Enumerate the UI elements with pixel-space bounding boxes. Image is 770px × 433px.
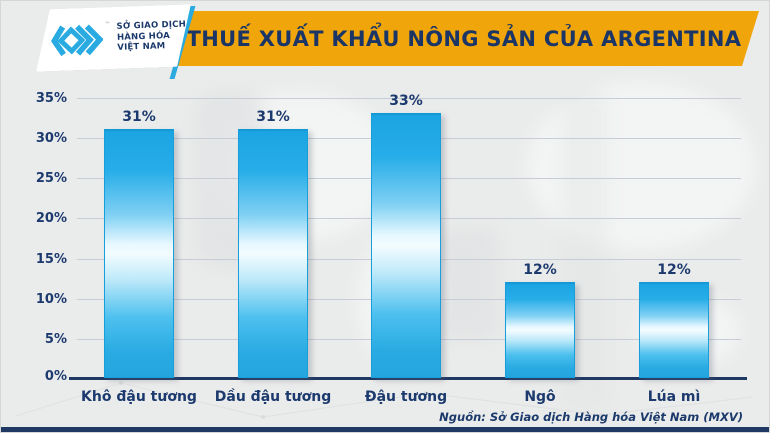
bar-group-dau-tuong: 33% — [371, 94, 441, 378]
bar-group-lua-mi: 12% — [639, 263, 709, 378]
y-axis-tick-5: 5% — [44, 332, 67, 347]
gridline-35 — [77, 98, 741, 99]
source-attribution: Nguồn: Sở Giao dịch Hàng hóa Việt Nam (M… — [439, 410, 743, 424]
x-axis-labels: Khô đậu tương Dầu đậu tương Đậu tương Ng… — [1, 389, 769, 411]
x-label-dau-tuong: Đậu tương — [364, 389, 448, 405]
bar-value-label: 33% — [389, 93, 423, 110]
x-label-lua-mi: Lúa mì — [647, 389, 701, 405]
x-axis-baseline — [69, 377, 747, 380]
bar-chart-plot-area: 35% 30% 25% 20% 15% 10% 5% 0% 31% 31% 33… — [36, 92, 747, 383]
x-label-dau-dau-tuong: Dầu đậu tương — [214, 389, 332, 405]
bar-value-label: 31% — [122, 109, 156, 126]
bar-value-label: 12% — [523, 261, 557, 278]
title-banner: THUẾ XUẤT KHẨU NÔNG SẢN CỦA ARGENTINA — [139, 11, 759, 66]
x-label-ngo: Ngô — [524, 389, 556, 405]
bar-lua-mi — [639, 281, 709, 378]
y-axis-tick-10: 10% — [35, 292, 67, 307]
bar-dau-dau-tuong — [238, 129, 308, 378]
bar-value-label: 31% — [256, 109, 290, 126]
bar-group-dau-dau-tuong: 31% — [238, 110, 308, 378]
mxv-chevrons-icon — [50, 20, 103, 60]
bar-group-kho-dau-tuong: 31% — [104, 110, 174, 378]
bar-dau-tuong — [371, 113, 441, 378]
trademark-symbol: ™ — [104, 21, 111, 29]
y-axis-tick-20: 20% — [35, 211, 67, 226]
y-axis-tick-15: 15% — [35, 252, 67, 267]
y-axis-tick-35: 35% — [35, 91, 67, 106]
bar-ngo — [505, 281, 575, 378]
mxv-logo-text: SỞ GIAO DỊCH HÀNG HÓA VIỆT NAM — [116, 20, 186, 54]
y-axis-tick-25: 25% — [35, 171, 67, 186]
x-label-kho-dau-tuong: Khô đậu tương — [81, 389, 197, 405]
bar-value-label: 12% — [657, 261, 691, 278]
bar-group-ngo: 12% — [505, 263, 575, 378]
y-axis-tick-0: 0% — [44, 369, 67, 384]
page-title: THUẾ XUẤT KHẨU NÔNG SẢN CỦA ARGENTINA — [186, 26, 742, 51]
mxv-logo: ™ SỞ GIAO DỊCH HÀNG HÓA VIỆT NAM — [34, 4, 193, 71]
bar-kho-dau-tuong — [104, 129, 174, 378]
y-axis-tick-30: 30% — [35, 131, 67, 146]
logo-line-3: VIỆT NAM — [117, 41, 166, 54]
bottom-accent-strip — [1, 427, 769, 432]
